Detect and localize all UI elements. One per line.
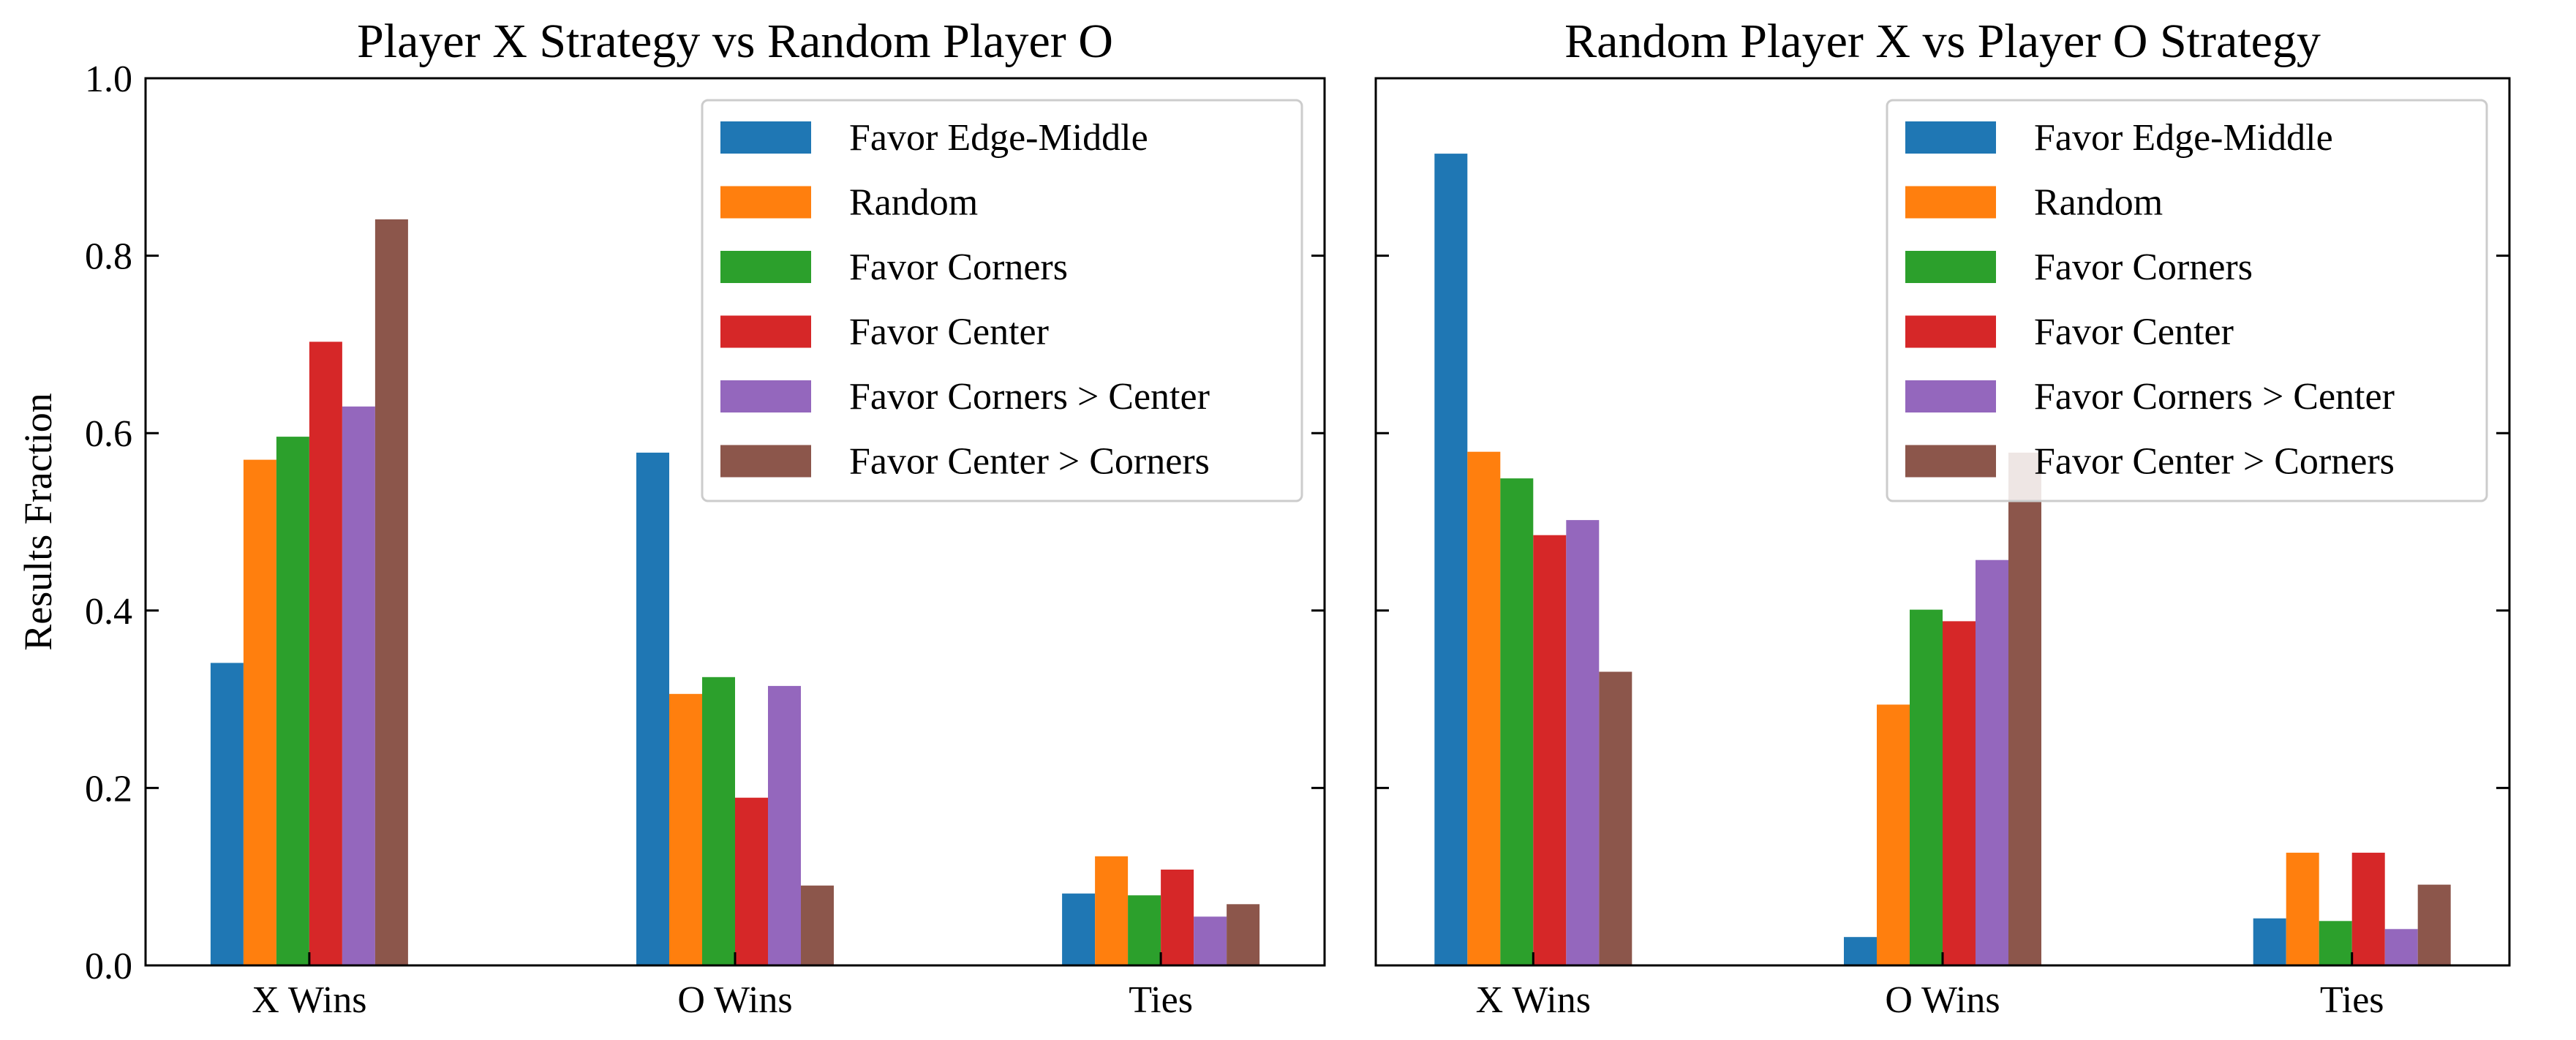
y-tick-label: 1.0 <box>85 59 132 100</box>
bar <box>2384 929 2418 965</box>
chart-panel-1: 0.0 0.2 0.4 0.6 0.8 1.0 X Wins O Wins Ties Player… <box>16 15 1326 1021</box>
legend-swatch <box>1905 251 1996 283</box>
bar <box>1062 893 1096 965</box>
bar <box>1533 535 1567 965</box>
bar <box>669 693 702 965</box>
x-tick-label: X Wins <box>252 979 366 1021</box>
x-tick-label: O Wins <box>677 979 792 1021</box>
legend-box <box>701 99 1303 502</box>
chart-panel-2: X Wins O Wins Ties Random Player X vs Playe… <box>1374 15 2511 1021</box>
bar <box>342 406 375 965</box>
bar <box>1844 937 1877 965</box>
bar <box>2319 921 2352 965</box>
legend-label: Favor Center > Corners <box>849 441 1210 483</box>
y-tick-label: 0.8 <box>85 236 132 278</box>
legend-swatch <box>720 186 811 219</box>
x-tick-label: O Wins <box>1885 979 2000 1021</box>
axes-frame <box>1374 77 2511 967</box>
bar <box>276 437 309 965</box>
bar <box>1877 704 1910 965</box>
bar <box>1943 621 1976 965</box>
legend-label: Favor Corners <box>849 246 1068 288</box>
bar <box>1434 154 1468 966</box>
bar <box>735 797 768 965</box>
bar <box>768 685 801 965</box>
bar <box>2008 452 2041 965</box>
legend-box <box>1886 99 2488 502</box>
y-tick-label: 0.2 <box>85 768 132 810</box>
legend-label: Favor Center <box>2034 312 2234 353</box>
legend: Favor Edge-Middle Random Favor Corners Favo… <box>701 99 1303 502</box>
x-tick-label: X Wins <box>1476 979 1591 1021</box>
bar <box>1161 870 1194 965</box>
bar <box>2351 852 2385 965</box>
legend-label: Favor Corners > Center <box>849 376 1210 418</box>
bar <box>636 452 669 965</box>
bar <box>1128 895 1161 965</box>
legend-label: Random <box>2034 182 2163 224</box>
bar <box>1500 478 1534 965</box>
bar <box>1910 609 1943 965</box>
legend-swatch <box>720 315 811 348</box>
legend-label: Favor Center <box>849 312 1049 353</box>
legend-label: Favor Corners > Center <box>2034 376 2395 418</box>
bar <box>1599 671 1632 965</box>
bar <box>2417 884 2451 965</box>
legend-swatch <box>1905 315 1996 348</box>
bar <box>702 677 735 965</box>
bar <box>1976 559 2008 965</box>
bar <box>1227 904 1260 965</box>
legend-swatch <box>1905 186 1996 219</box>
legend-swatch <box>1905 121 1996 154</box>
axes-frame <box>144 77 1326 967</box>
bar <box>1095 856 1129 965</box>
bar <box>1566 520 1600 965</box>
bar <box>374 219 408 965</box>
legend: Favor Edge-Middle Random Favor Corners Favo… <box>1886 99 2488 502</box>
chart-title: Player X Strategy vs Random Player O <box>357 15 1113 68</box>
bar <box>2286 852 2319 965</box>
x-tick-label: Ties <box>2320 979 2384 1021</box>
chart-title: Random Player X vs Player O Strategy <box>1564 15 2321 68</box>
legend-label: Favor Corners <box>2034 246 2253 288</box>
legend-swatch <box>1905 445 1996 478</box>
bar <box>210 663 244 965</box>
bar <box>1194 916 1227 965</box>
y-tick-label: 0.0 <box>85 946 132 987</box>
y-axis-label: Results Fraction <box>16 393 60 650</box>
legend-label: Favor Edge-Middle <box>849 117 1148 159</box>
legend-label: Random <box>849 182 978 224</box>
y-tick-label: 0.6 <box>85 413 132 455</box>
legend-swatch <box>1905 380 1996 412</box>
bar <box>1467 451 1501 965</box>
legend-swatch <box>720 121 811 154</box>
x-tick-label: Ties <box>1129 979 1193 1021</box>
y-tick-label: 0.4 <box>85 591 132 633</box>
bar <box>2253 918 2286 965</box>
bar <box>309 342 342 965</box>
legend-label: Favor Center > Corners <box>2034 441 2395 483</box>
bar <box>801 885 834 965</box>
legend-swatch <box>720 445 811 478</box>
legend-swatch <box>720 380 811 412</box>
bar <box>243 459 276 965</box>
legend-label: Favor Edge-Middle <box>2034 117 2333 159</box>
legend-swatch <box>720 251 811 283</box>
